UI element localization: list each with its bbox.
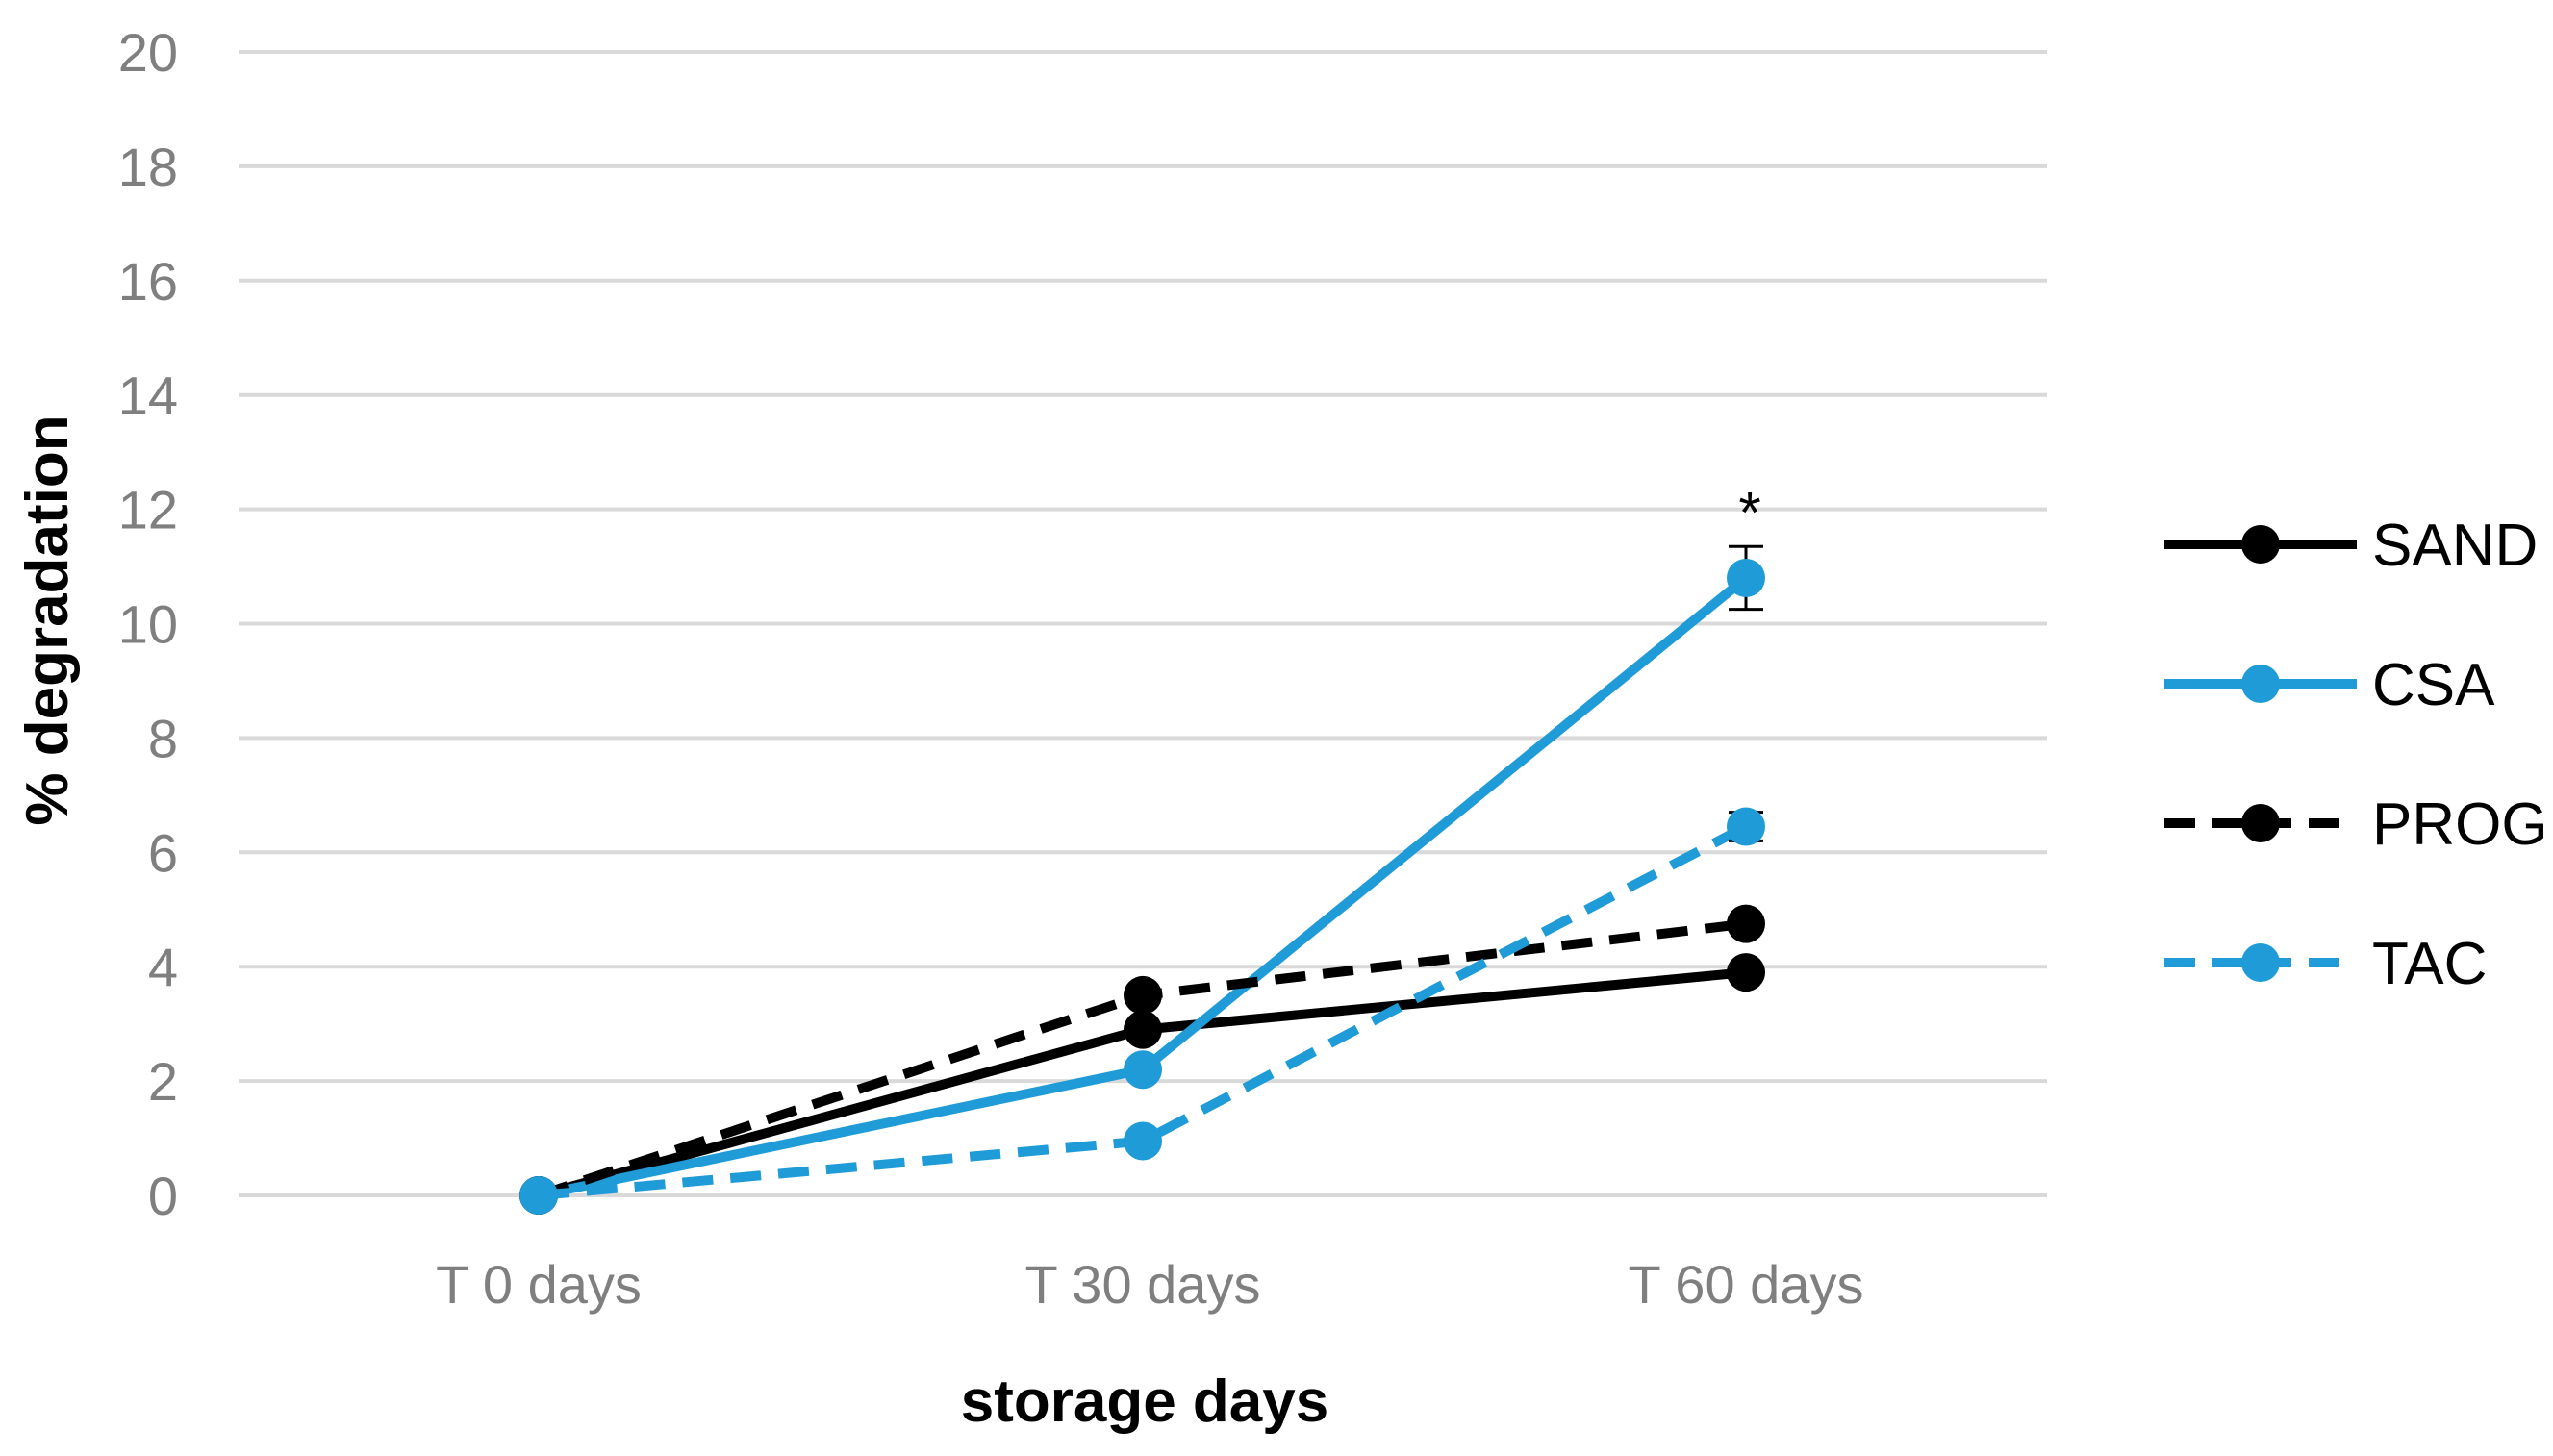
legend-item-csa: CSA — [2164, 652, 2495, 718]
series-tac — [519, 807, 1765, 1215]
y-axis-title: % degradation — [14, 414, 81, 825]
data-point-tac — [1124, 1121, 1162, 1161]
y-tick-label: 6 — [148, 822, 178, 883]
data-point-csa — [1124, 1050, 1162, 1090]
data-point-tac — [1727, 807, 1765, 846]
legend-item-prog: PROG — [2164, 791, 2548, 858]
data-point-prog — [1124, 975, 1162, 1015]
legend-label: SAND — [2372, 513, 2538, 579]
y-tick-label: 2 — [148, 1051, 178, 1112]
legend-item-sand: SAND — [2164, 513, 2538, 579]
legend-label: CSA — [2372, 652, 2495, 718]
legend-marker — [2241, 804, 2280, 842]
x-tick-label: T 30 days — [1025, 1254, 1261, 1315]
series-csa — [519, 544, 1765, 1215]
y-axis-ticks: 0 2 4 6 8 10 12 14 16 18 20 — [118, 22, 178, 1226]
y-tick-label: 12 — [118, 480, 178, 540]
legend-item-tac: TAC — [2164, 931, 2487, 997]
x-axis-ticks: T 0 days T 30 days T 60 days — [436, 1254, 1863, 1315]
data-point-sand — [1727, 953, 1765, 992]
annotations: * — [1738, 481, 1760, 545]
legend-marker — [2241, 665, 2280, 703]
y-tick-label: 16 — [118, 251, 178, 312]
data-point-sand — [1124, 1010, 1162, 1049]
data-point-csa — [1727, 558, 1765, 597]
series-line-csa — [537, 574, 1750, 1200]
gridlines — [239, 50, 2047, 1197]
x-tick-label: T 0 days — [436, 1254, 642, 1315]
x-tick-label: T 60 days — [1629, 1254, 1864, 1315]
legend-label: PROG — [2372, 791, 2548, 858]
y-tick-label: 18 — [118, 137, 178, 197]
data-point-tac — [519, 1176, 558, 1215]
y-tick-label: 20 — [118, 22, 178, 83]
series-group — [519, 544, 1765, 1215]
legend-label: TAC — [2372, 931, 2487, 997]
x-axis-title: storage days — [961, 1368, 1329, 1435]
legend-marker — [2241, 943, 2280, 982]
y-tick-label: 0 — [148, 1166, 178, 1226]
y-tick-label: 4 — [148, 937, 178, 997]
y-tick-label: 14 — [118, 365, 178, 426]
legend-marker — [2241, 525, 2280, 564]
significance-marker: * — [1738, 481, 1760, 545]
y-tick-label: 8 — [148, 708, 178, 768]
data-point-prog — [1727, 904, 1765, 943]
y-tick-label: 10 — [118, 594, 178, 655]
legend: SAND CSA PROG TAC — [2164, 513, 2548, 997]
